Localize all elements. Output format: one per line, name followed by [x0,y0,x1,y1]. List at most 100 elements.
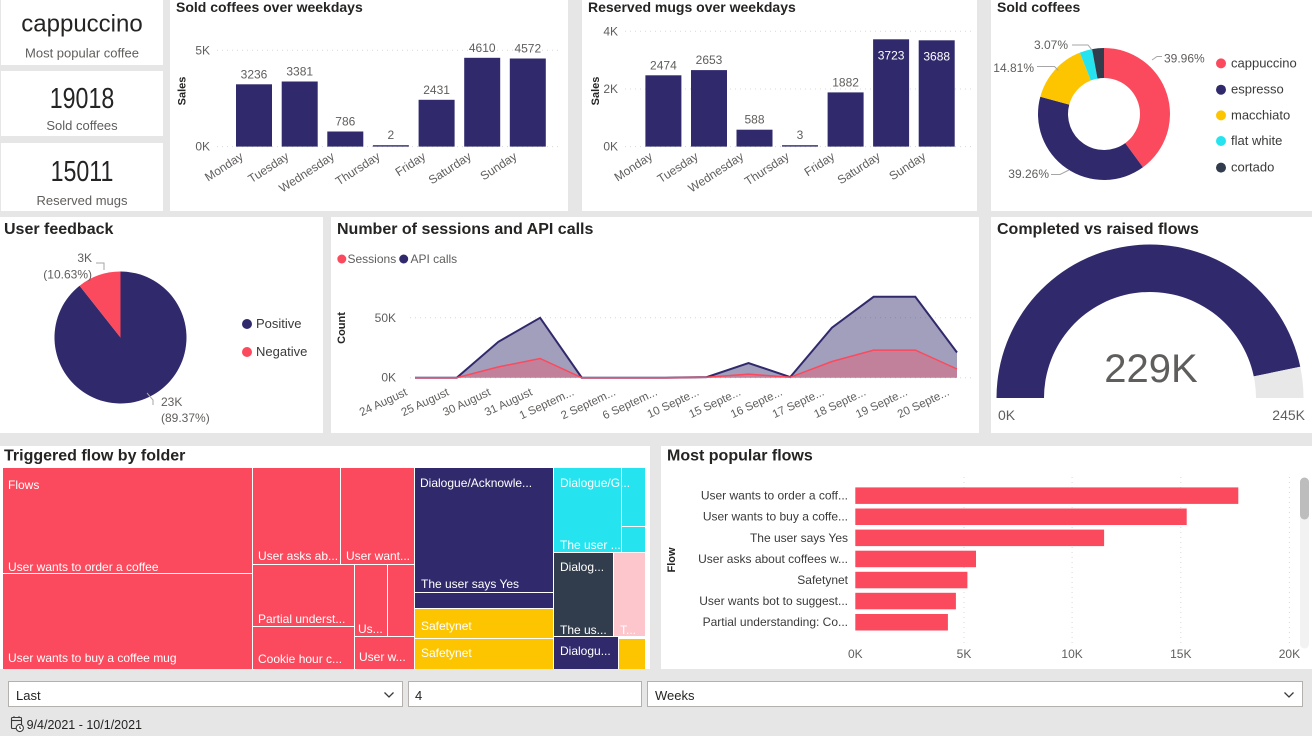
svg-text:Monday: Monday [612,149,655,184]
svg-text:User wants to order a coff...: User wants to order a coff... [701,489,848,503]
svg-text:Sunday: Sunday [478,149,520,183]
svg-text:Sunday: Sunday [887,149,929,183]
svg-text:(10.63%): (10.63%) [43,268,92,282]
svg-text:Dialog...: Dialog... [560,560,604,574]
svg-text:Flows: Flows [8,478,39,492]
svg-text:macchiato: macchiato [1231,107,1290,122]
svg-text:API calls: API calls [411,252,458,266]
svg-text:4K: 4K [603,24,618,38]
svg-text:Reserved mugs: Reserved mugs [36,193,128,208]
svg-text:2: 2 [388,128,395,142]
svg-text:2K: 2K [603,82,618,96]
svg-text:Monday: Monday [202,149,245,184]
svg-text:Sales: Sales [177,77,189,106]
svg-text:3K: 3K [77,251,92,265]
svg-text:3: 3 [797,128,804,142]
svg-text:39.26%: 39.26% [1008,167,1049,181]
svg-text:User wants to order a coffee: User wants to order a coffee [8,560,159,574]
svg-text:39.96%: 39.96% [1164,52,1205,66]
svg-text:Partial underst...: Partial underst... [258,612,345,626]
svg-text:4572: 4572 [514,42,541,56]
svg-text:cappuccino: cappuccino [1231,55,1297,70]
svg-text:User want...: User want... [346,549,410,563]
svg-text:5K: 5K [195,43,210,57]
svg-text:0K: 0K [998,407,1016,423]
svg-text:3688: 3688 [923,49,950,63]
svg-text:15K: 15K [1170,647,1191,661]
svg-text:Most popular flows: Most popular flows [667,448,813,465]
svg-text:Sales: Sales [590,77,602,106]
svg-text:3236: 3236 [241,67,268,81]
svg-text:9/4/2021 - 10/1/2021: 9/4/2021 - 10/1/2021 [27,718,142,732]
svg-text:588: 588 [744,113,764,127]
svg-text:3.07%: 3.07% [1034,38,1068,52]
svg-text:20K: 20K [1279,647,1300,661]
svg-text:2474: 2474 [650,58,677,72]
svg-text:1882: 1882 [832,75,859,89]
svg-text:Thursday: Thursday [333,149,383,188]
svg-text:Safetynet: Safetynet [797,573,848,587]
svg-text:245K: 245K [1272,407,1305,423]
svg-text:The user ...: The user ... [560,538,621,552]
svg-text:2431: 2431 [423,83,450,97]
svg-text:Saturday: Saturday [426,149,474,187]
svg-text:Dialogu...: Dialogu... [560,644,611,658]
svg-text:50K: 50K [375,311,396,325]
svg-text:Count: Count [336,312,348,344]
svg-text:5K: 5K [957,647,972,661]
svg-text:Flow: Flow [666,547,678,572]
svg-text:0K: 0K [381,371,396,385]
svg-text:Partial understanding: Co...: Partial understanding: Co... [703,615,848,629]
svg-text:3381: 3381 [286,65,313,79]
svg-text:0K: 0K [195,140,210,154]
svg-text:Safetynet: Safetynet [421,646,472,660]
svg-text:0K: 0K [848,647,863,661]
svg-text:3723: 3723 [878,48,905,62]
svg-text:Dialogue/Acknowle...: Dialogue/Acknowle... [420,476,532,490]
svg-text:19018: 19018 [50,81,114,114]
svg-text:229K: 229K [1104,347,1198,391]
svg-text:The user says Yes: The user says Yes [750,531,848,545]
svg-text:User wants to buy a coffe...: User wants to buy a coffe... [703,510,848,524]
svg-text:User asks about coffees w...: User asks about coffees w... [698,552,848,566]
svg-text:Reserved mugs over weekdays: Reserved mugs over weekdays [588,0,796,15]
svg-text:Friday: Friday [393,149,429,179]
svg-text:10K: 10K [1061,647,1082,661]
svg-text:Negative: Negative [256,344,307,359]
svg-text:User feedback: User feedback [4,221,113,238]
svg-text:The us...: The us... [560,623,607,637]
svg-text:T...: T... [620,623,636,637]
svg-text:4610: 4610 [469,41,496,55]
svg-text:cappuccino: cappuccino [21,11,142,38]
svg-text:0K: 0K [603,140,618,154]
svg-text:User wants bot to suggest...: User wants bot to suggest... [699,594,848,608]
svg-text:786: 786 [335,115,355,129]
svg-text:Dialogue/G...: Dialogue/G... [560,476,630,490]
svg-text:(89.37%): (89.37%) [161,411,210,425]
svg-text:Completed vs raised flows: Completed vs raised flows [997,221,1199,238]
svg-text:Sold coffees: Sold coffees [997,0,1080,15]
svg-text:Sold coffees: Sold coffees [46,118,118,133]
svg-text:Most popular coffee: Most popular coffee [25,46,139,61]
svg-text:espresso: espresso [1231,82,1284,97]
svg-text:Friday: Friday [802,149,838,179]
svg-text:cortado: cortado [1231,160,1274,175]
svg-text:Saturday: Saturday [835,149,883,187]
svg-text:The user says Yes: The user says Yes [421,577,519,591]
svg-text:Positive: Positive [256,316,302,331]
svg-text:Us...: Us... [358,622,383,636]
svg-text:Sold coffees over weekdays: Sold coffees over weekdays [176,0,363,15]
svg-text:Number of sessions and API cal: Number of sessions and API calls [337,221,593,238]
svg-text:Sessions: Sessions [348,252,397,266]
svg-text:2653: 2653 [696,53,723,67]
svg-text:Cookie hour c...: Cookie hour c... [258,652,342,666]
svg-text:15011: 15011 [51,154,114,187]
svg-text:Triggered flow by folder: Triggered flow by folder [4,448,185,465]
svg-text:14.81%: 14.81% [993,61,1034,75]
svg-text:flat white: flat white [1231,133,1282,148]
svg-text:Safetynet: Safetynet [421,619,472,633]
svg-text:23K: 23K [161,395,182,409]
svg-text:User w...: User w... [359,650,406,664]
svg-text:User asks ab...: User asks ab... [258,549,338,563]
svg-text:User wants to buy a coffee mug: User wants to buy a coffee mug [8,651,177,665]
